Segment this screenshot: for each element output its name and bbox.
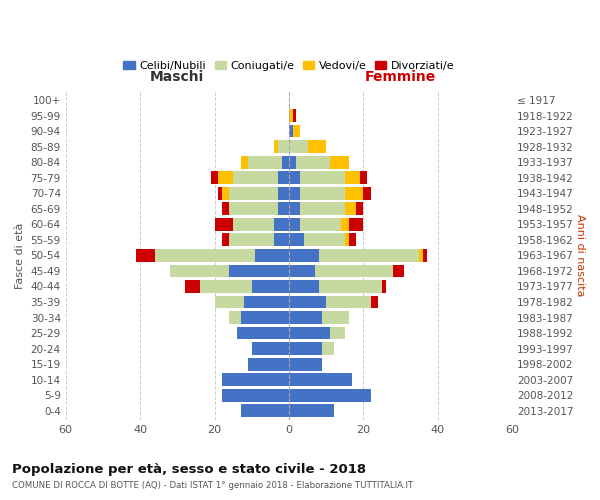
Bar — [281, 156, 289, 168]
Bar — [274, 218, 289, 230]
Text: Maschi: Maschi — [150, 70, 205, 84]
Bar — [293, 124, 300, 138]
Bar — [304, 234, 345, 246]
Bar — [248, 156, 281, 168]
Bar — [248, 358, 289, 370]
Bar — [293, 109, 296, 122]
Bar — [170, 264, 229, 278]
Bar — [289, 358, 322, 370]
Bar — [155, 249, 256, 262]
Bar — [289, 124, 293, 138]
Bar — [359, 172, 367, 184]
Bar — [371, 296, 378, 308]
Bar — [364, 187, 371, 200]
Bar — [300, 202, 345, 215]
Bar — [289, 218, 300, 230]
Bar — [300, 187, 345, 200]
Bar — [393, 264, 404, 278]
Bar — [289, 234, 304, 246]
Bar — [233, 218, 274, 230]
Bar — [289, 342, 322, 355]
Bar — [222, 202, 229, 215]
Bar — [229, 202, 278, 215]
Bar — [345, 234, 349, 246]
Bar — [289, 140, 308, 153]
Bar — [215, 218, 233, 230]
Bar — [296, 156, 330, 168]
Bar — [274, 234, 289, 246]
Bar — [289, 156, 296, 168]
Text: Femmine: Femmine — [365, 70, 436, 84]
Bar — [345, 187, 364, 200]
Bar — [237, 326, 289, 340]
Bar — [300, 172, 345, 184]
Bar — [349, 218, 364, 230]
Bar — [274, 140, 278, 153]
Bar — [330, 156, 349, 168]
Bar — [345, 172, 359, 184]
Bar — [289, 374, 352, 386]
Bar — [222, 234, 229, 246]
Bar — [185, 280, 200, 293]
Bar — [382, 280, 386, 293]
Legend: Celibi/Nubili, Coniugati/e, Vedovi/e, Divorziati/e: Celibi/Nubili, Coniugati/e, Vedovi/e, Di… — [119, 56, 459, 76]
Bar — [289, 296, 326, 308]
Bar — [244, 296, 289, 308]
Bar — [322, 342, 334, 355]
Bar — [419, 249, 423, 262]
Text: Popolazione per età, sesso e stato civile - 2018: Popolazione per età, sesso e stato civil… — [12, 462, 366, 475]
Bar — [229, 311, 241, 324]
Bar — [241, 404, 289, 417]
Bar — [200, 280, 252, 293]
Bar — [278, 172, 289, 184]
Bar — [215, 296, 244, 308]
Bar — [229, 264, 289, 278]
Bar — [218, 187, 222, 200]
Bar — [136, 249, 155, 262]
Bar — [341, 218, 349, 230]
Bar — [308, 140, 326, 153]
Bar — [289, 249, 319, 262]
Bar — [319, 249, 419, 262]
Bar — [330, 326, 345, 340]
Bar — [289, 187, 300, 200]
Bar — [300, 218, 341, 230]
Bar — [349, 234, 356, 246]
Bar — [241, 311, 289, 324]
Bar — [278, 187, 289, 200]
Bar — [222, 389, 289, 402]
Bar — [289, 202, 300, 215]
Bar — [278, 140, 289, 153]
Y-axis label: Fasce di età: Fasce di età — [15, 222, 25, 288]
Bar — [241, 156, 248, 168]
Bar — [356, 202, 364, 215]
Bar — [319, 280, 382, 293]
Bar — [322, 311, 349, 324]
Bar — [218, 172, 233, 184]
Bar — [229, 187, 278, 200]
Bar — [222, 374, 289, 386]
Bar — [289, 404, 334, 417]
Bar — [315, 264, 393, 278]
Bar — [289, 326, 330, 340]
Bar — [229, 234, 274, 246]
Bar — [289, 311, 322, 324]
Bar — [289, 172, 300, 184]
Bar — [345, 202, 356, 215]
Bar — [289, 389, 371, 402]
Bar — [252, 342, 289, 355]
Bar — [256, 249, 289, 262]
Bar — [289, 109, 293, 122]
Bar — [289, 280, 319, 293]
Bar — [222, 187, 229, 200]
Bar — [289, 264, 315, 278]
Bar — [233, 172, 278, 184]
Bar — [278, 202, 289, 215]
Y-axis label: Anni di nascita: Anni di nascita — [575, 214, 585, 296]
Bar — [211, 172, 218, 184]
Text: COMUNE DI ROCCA DI BOTTE (AQ) - Dati ISTAT 1° gennaio 2018 - Elaborazione TUTTIT: COMUNE DI ROCCA DI BOTTE (AQ) - Dati IST… — [12, 481, 413, 490]
Bar — [252, 280, 289, 293]
Bar — [326, 296, 371, 308]
Bar — [423, 249, 427, 262]
